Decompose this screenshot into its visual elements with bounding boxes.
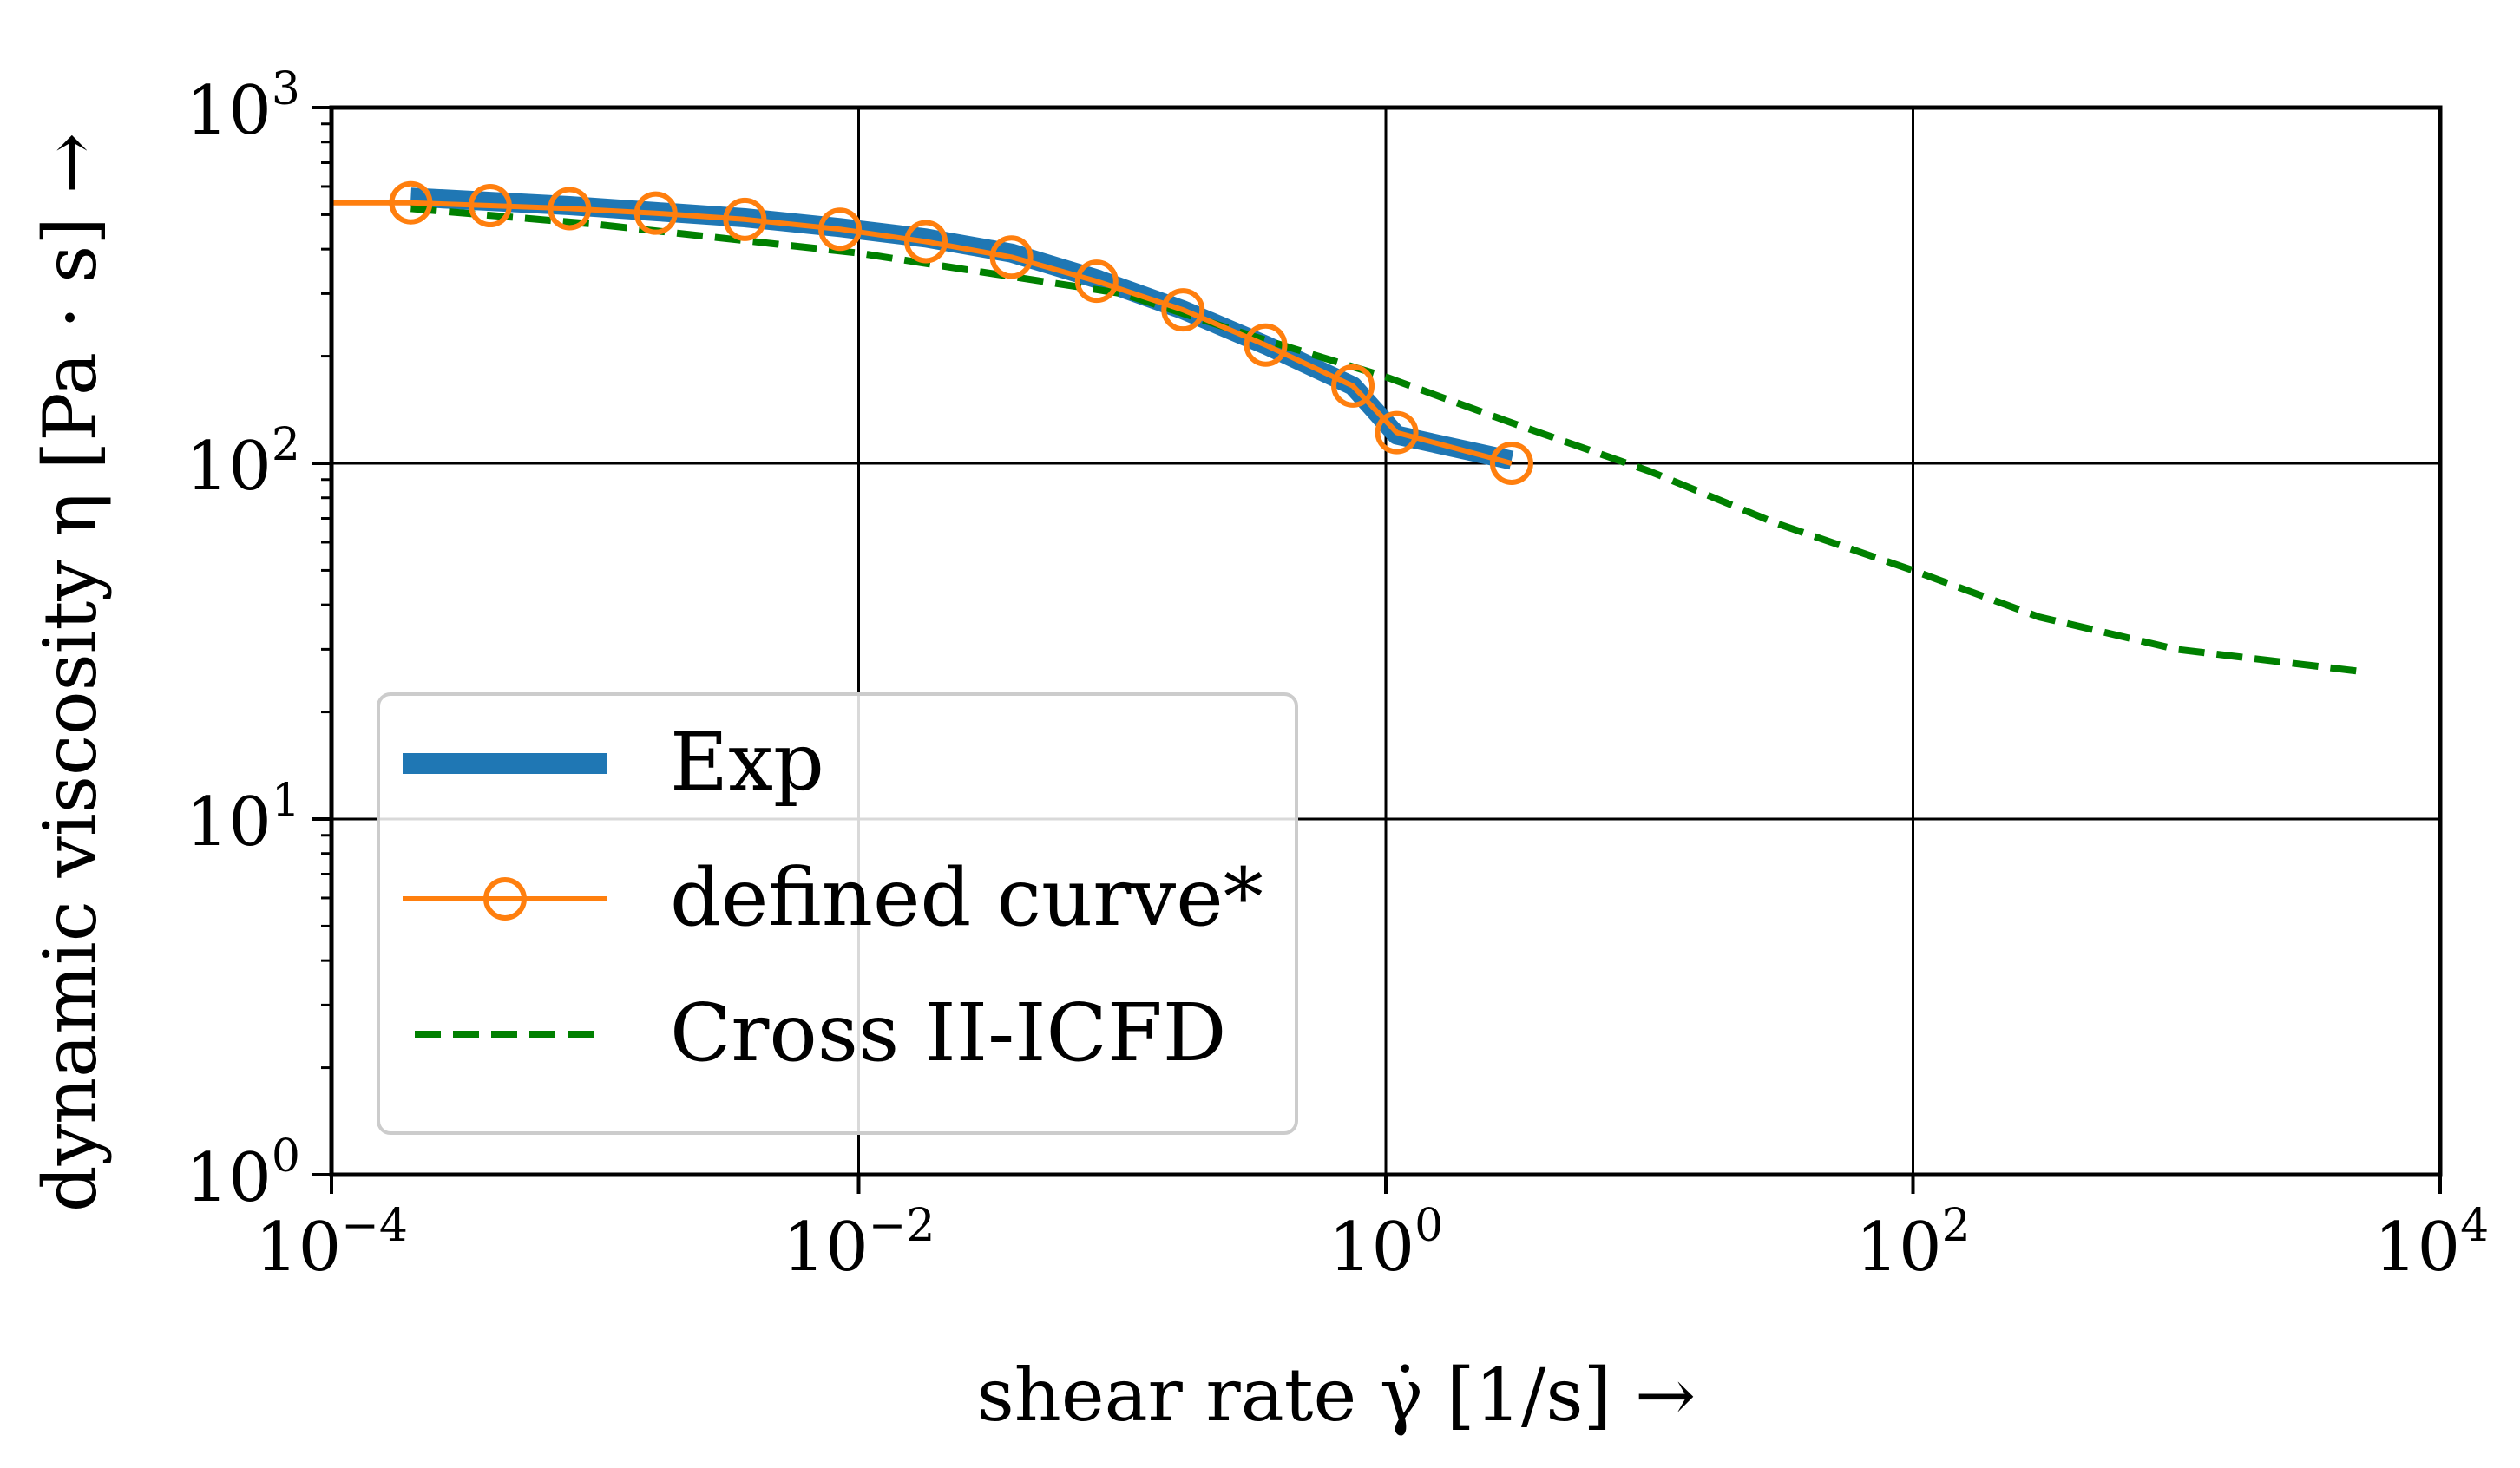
plot-frame [329,105,2443,1177]
x-axis-label: shear rate γ̇ [1/s] → [977,1353,1696,1438]
x-tick-label-4: 104 [2374,1200,2489,1287]
y-tick-label-1: 101 [186,775,300,862]
y-tick-label-0: 100 [186,1130,300,1217]
series-defined-curve-point [1161,288,1205,332]
series-defined-curve-point [989,235,1034,279]
legend-exp-label: Exp [670,716,824,809]
series-layer [331,180,2362,675]
series-cross-line [410,205,2362,675]
series-defined-curve-point [633,191,678,235]
legend: Exp defined curve* Cross II-ICFD [377,692,1298,1135]
x-axis-label-text: shear rate γ̇ [1/s] → [977,1353,1696,1438]
series-defined-curve-point [723,197,767,241]
y-axis-label-text: dynamic viscosity η [Pa · s] → [28,133,113,1212]
series-defined-curve-point [1244,323,1288,367]
legend-cross-label: Cross II-ICFD [670,986,1227,1079]
series-defined-curve-point [1375,410,1419,455]
series-defined-curve-point [1489,442,1533,485]
y-tick-label-2: 102 [186,419,300,506]
y-axis-label: dynamic viscosity η [Pa · s] → [28,133,113,1212]
series-exp-line [410,187,1514,470]
x-tick-label-0: 10−4 [255,1200,408,1287]
x-tick-label-1: 10−2 [783,1200,935,1287]
series-defined-curve-line [331,200,1513,466]
legend-box [377,692,1298,1135]
series-defined-curve-point [1074,259,1119,304]
x-tick-label-2: 100 [1329,1200,1443,1287]
series-defined-curve-point [548,187,592,231]
series-defined-curve-point [389,180,433,225]
y-tick-label-3: 103 [186,63,300,150]
axes-frame: 10−4 10−2 100 102 104 100 101 102 103 [186,63,2490,1287]
series-defined-curve-point [468,184,512,228]
series-defined-curve-point [904,220,948,264]
legend-entry-exp: Exp [403,716,824,809]
series-defined-curve-point [818,207,863,252]
legend-defined-curve-marker [483,877,527,921]
legend-entry-defined-curve: defined curve* [403,851,1263,944]
legend-entry-cross: Cross II-ICFD [415,986,1227,1079]
x-tick-label-3: 102 [1855,1200,1970,1287]
legend-defined-curve-label: defined curve* [670,851,1263,944]
series-defined-curve-point [1331,364,1375,408]
